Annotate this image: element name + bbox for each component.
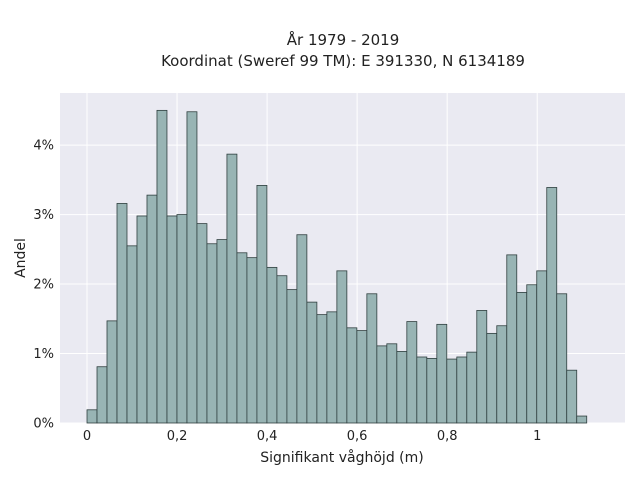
- histogram-bar-5: [136, 215, 148, 424]
- histogram-bar-21: [296, 234, 308, 424]
- histogram-bar-4: [126, 245, 138, 424]
- histogram-bar-35: [436, 323, 448, 424]
- histogram-bar-42: [506, 254, 518, 424]
- histogram-bar-41: [496, 325, 508, 424]
- histogram-bar-12: [206, 243, 218, 424]
- x-tick-label-5: 1: [533, 429, 541, 444]
- x-tick-label-4: 0,8: [437, 429, 458, 444]
- y-tick-label-3: 3%: [33, 208, 54, 223]
- histogram-bar-15: [236, 252, 248, 424]
- histogram-bar-19: [276, 275, 288, 424]
- histogram-bar-23: [316, 314, 328, 424]
- x-tick-label-2: 0,4: [257, 429, 278, 444]
- histogram-bar-24: [326, 311, 338, 424]
- histogram-bar-6: [146, 194, 158, 424]
- x-tick-label-1: 0,2: [167, 429, 188, 444]
- y-axis-ticks: 0% 1% 2% 3% 4%: [33, 139, 54, 432]
- histogram-bar-39: [476, 310, 488, 424]
- x-tick-label-0: 0: [83, 429, 91, 444]
- histogram-bar-45: [536, 270, 548, 424]
- histogram-bar-13: [216, 239, 228, 424]
- histogram-bar-9: [176, 214, 188, 424]
- histogram-bar-1: [96, 366, 108, 424]
- x-axis-ticks: 0 0,2 0,4 0,6 0,8 1: [83, 429, 541, 444]
- histogram-bar-43: [516, 291, 528, 424]
- histogram-bar-37: [456, 356, 468, 424]
- histogram-bar-47: [556, 293, 568, 424]
- histogram-bar-48: [566, 369, 578, 424]
- histogram-bars: [86, 109, 588, 424]
- histogram-bar-18: [266, 266, 278, 424]
- histogram-bar-34: [426, 357, 438, 424]
- x-axis-label: Signifikant våghöjd (m): [260, 449, 423, 466]
- histogram-bar-26: [346, 327, 358, 424]
- histogram-bar-11: [196, 223, 208, 424]
- histogram-bar-30: [386, 343, 398, 424]
- histogram-bar-20: [286, 289, 298, 424]
- histogram-bar-25: [336, 270, 348, 424]
- histogram-bar-7: [156, 109, 168, 424]
- histogram-bar-10: [186, 111, 198, 424]
- histogram-bar-17: [256, 184, 268, 424]
- x-tick-label-3: 0,6: [347, 429, 368, 444]
- histogram-bar-32: [406, 321, 418, 424]
- chart-title-line2: Koordinat (Sweref 99 TM): E 391330, N 61…: [161, 52, 525, 70]
- histogram-bar-36: [446, 358, 458, 424]
- histogram-bar-29: [376, 345, 388, 424]
- y-axis-label: Andel: [13, 238, 29, 278]
- histogram-bar-33: [416, 356, 428, 424]
- histogram-bar-14: [226, 153, 238, 424]
- chart-title-line1: År 1979 - 2019: [287, 30, 400, 49]
- histogram-bar-16: [246, 257, 258, 424]
- histogram-bar-40: [486, 332, 498, 424]
- histogram-bar-49: [576, 415, 588, 424]
- histogram-bar-8: [166, 215, 178, 424]
- histogram-bar-27: [356, 330, 368, 424]
- histogram-bar-28: [366, 293, 378, 424]
- y-tick-label-0: 0%: [33, 417, 54, 432]
- y-tick-label-2: 2%: [33, 278, 54, 293]
- histogram-bar-3: [116, 203, 128, 424]
- histogram-bar-31: [396, 351, 408, 424]
- histogram-bar-0: [86, 409, 98, 424]
- y-tick-label-1: 1%: [33, 347, 54, 362]
- histogram-bar-22: [306, 301, 318, 424]
- histogram-bar-38: [466, 351, 478, 424]
- histogram-bar-2: [106, 320, 118, 424]
- histogram-bar-46: [546, 187, 558, 424]
- histogram-bar-44: [526, 284, 538, 424]
- y-tick-label-4: 4%: [33, 139, 54, 154]
